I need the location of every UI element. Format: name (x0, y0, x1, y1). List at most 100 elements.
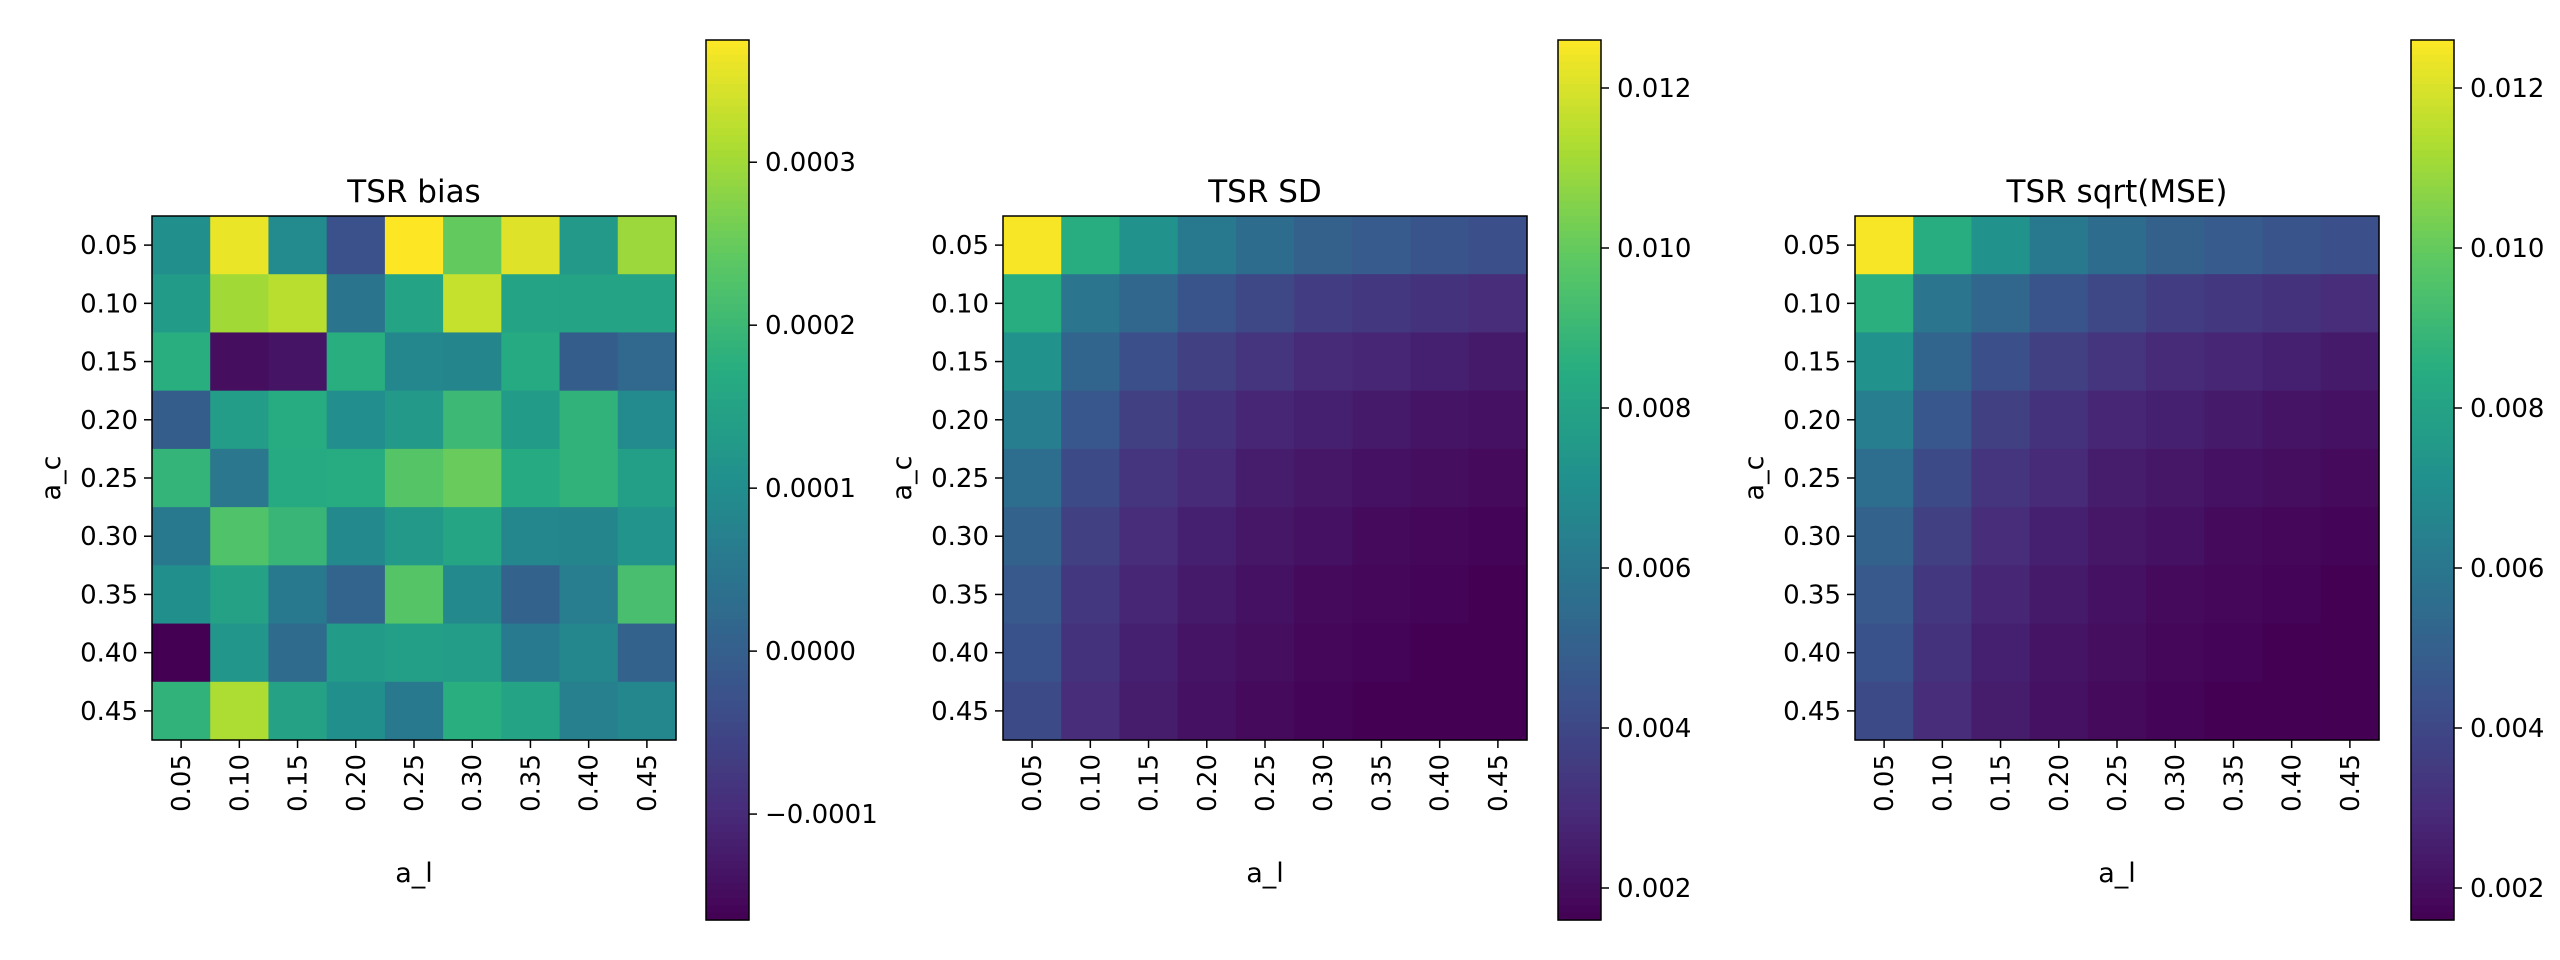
colorbar-segment (1558, 560, 1601, 569)
colorbar-segment (706, 494, 749, 503)
heatmap-cell-r7-c3 (1971, 565, 2031, 625)
colorbar-segment (2411, 487, 2454, 496)
colorbar-segment (2411, 370, 2454, 378)
heatmap-cell-r9-c9 (1468, 681, 1528, 741)
colorbar-segment (2411, 443, 2454, 452)
heatmap-panel-1: TSR bias 0.05 0.10 0.15 0.20 0.25 0.30 0.35 0.40… (36, 39, 878, 921)
heatmap-cell-r1-c8 (1410, 216, 1470, 275)
colorbar-segment (706, 201, 749, 210)
heatmap-cell-r5-c2 (210, 448, 270, 508)
colorbar-segment (2411, 150, 2454, 158)
y-tick-label-9: 0.45 (931, 697, 989, 727)
heatmap-cell-r2-c2 (210, 274, 270, 334)
heatmap-cell-r6-c8 (559, 507, 619, 566)
heatmap-cell-r7-c2 (1061, 565, 1121, 625)
colorbar-segment (2411, 76, 2454, 85)
colorbar-segment (706, 883, 749, 892)
heatmap-cell-r8-c8 (559, 623, 619, 683)
colorbar-segment (2411, 744, 2454, 752)
colorbar-segment (706, 546, 749, 554)
heatmap-cell-r6-c6 (1294, 507, 1353, 566)
colorbar-segment (706, 421, 749, 430)
heatmap-cell-r1-c2 (1061, 216, 1121, 275)
heatmap-cell-r7-c6 (1294, 565, 1353, 625)
heatmap-cell-r1-c2 (1913, 216, 1973, 275)
heatmap-cell-r7-c8 (2262, 565, 2322, 625)
colorbar-segment (1558, 245, 1601, 254)
colorbar-segment (706, 861, 749, 870)
colorbar-segment (706, 480, 749, 488)
colorbar-tick-label-3: 0.006 (2470, 554, 2544, 584)
heatmap-cell-r5-c5 (1235, 448, 1295, 508)
heatmap-cell-r1-c5 (2087, 216, 2147, 275)
heatmap-cell-r2-c9 (2320, 274, 2380, 334)
colorbar-segment (1558, 890, 1601, 899)
heatmap-cell-r4-c8 (2262, 390, 2322, 450)
heatmap-cell-r8-c3 (1119, 623, 1179, 683)
heatmap-cell-r4-c1 (1855, 390, 1914, 450)
colorbar-segment (2411, 216, 2454, 224)
x-tick-label-1: 0.05 (167, 754, 197, 812)
chart-title: TSR SD (1207, 174, 1322, 210)
heatmap-cell-r4-c5 (384, 390, 444, 450)
heatmap-cell-r4-c6 (2146, 390, 2205, 450)
colorbar-segment (2411, 40, 2454, 48)
colorbar-segment (2411, 905, 2454, 914)
heatmap-cell-r1-c8 (559, 216, 619, 275)
heatmap-cell-r4-c4 (1177, 390, 1237, 450)
heatmap-cell-r2-c7 (501, 274, 561, 334)
x-axis-label: a_l (1246, 858, 1284, 889)
colorbar-segment (1558, 289, 1601, 298)
heatmap-cell-r7-c4 (1177, 565, 1237, 625)
colorbar-segment (1558, 201, 1601, 210)
heatmap-cell-r6-c4 (2029, 507, 2089, 566)
heatmap-cell-r7-c9 (617, 565, 677, 625)
heatmap-cell-r2-c5 (2087, 274, 2147, 334)
heatmap-cell-r4-c9 (1468, 390, 1528, 450)
colorbar-segment (1558, 509, 1601, 518)
colorbar-segment (2411, 414, 2454, 422)
heatmap-cell-r3-c9 (617, 332, 677, 392)
colorbar-segment (2411, 465, 2454, 474)
colorbar-segment (1558, 194, 1601, 202)
colorbar-segment (706, 824, 749, 833)
colorbar-segment (2411, 260, 2454, 268)
colorbar-segment (2411, 421, 2454, 430)
colorbar-segment (2411, 245, 2454, 254)
heatmap-cell-r4-c4 (326, 390, 386, 450)
colorbar-segment (1558, 223, 1601, 232)
heatmap-cell-r8-c2 (1061, 623, 1121, 683)
heatmap-cell-r8-c1 (152, 623, 211, 683)
colorbar-segment (706, 898, 749, 906)
colorbar-segment (2411, 648, 2454, 657)
colorbar-segment (2411, 282, 2454, 290)
colorbar-segment (2411, 656, 2454, 664)
heatmap-cell-r4-c3 (268, 390, 328, 450)
colorbar-segment (2411, 568, 2454, 576)
heatmap-cell-r5-c6 (1294, 448, 1353, 508)
colorbar-segment (2411, 318, 2454, 327)
colorbar-segment (2411, 912, 2454, 921)
colorbar-segment (706, 582, 749, 591)
heatmap-cell-r1-c1 (1855, 216, 1914, 275)
colorbar-segment (706, 362, 749, 371)
heatmap-cell-r3-c7 (2204, 332, 2264, 392)
colorbar-segment (1558, 802, 1601, 811)
colorbar-segment (2411, 678, 2454, 686)
colorbar-segment (2411, 355, 2454, 364)
colorbar-segment (1558, 47, 1601, 56)
heatmap-cell-r5-c3 (1119, 448, 1179, 508)
colorbar-segment (706, 670, 749, 679)
colorbar-segment (1558, 795, 1601, 804)
colorbar-segment (1558, 377, 1601, 386)
colorbar-segment (2411, 714, 2454, 723)
heatmap-cell-r5-c5 (384, 448, 444, 508)
heatmap-cell-r1-c6 (443, 216, 502, 275)
colorbar-segment (1558, 304, 1601, 312)
heatmap-cell-r1-c1 (152, 216, 211, 275)
colorbar-segment (706, 846, 749, 855)
heatmap-cell-r5-c9 (2320, 448, 2380, 508)
heatmap-cell-r9-c2 (1061, 681, 1121, 741)
heatmap-cell-r5-c9 (617, 448, 677, 508)
colorbar-segment (1558, 128, 1601, 136)
